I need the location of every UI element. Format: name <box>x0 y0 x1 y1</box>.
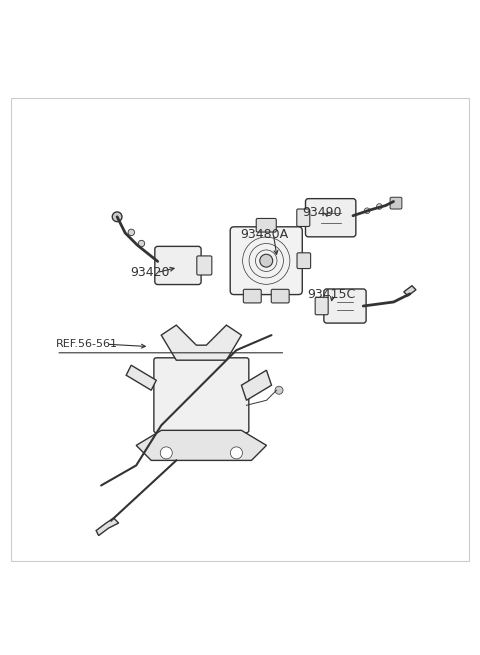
Polygon shape <box>126 365 156 390</box>
FancyBboxPatch shape <box>243 290 261 303</box>
Text: 93480A: 93480A <box>240 228 288 241</box>
FancyBboxPatch shape <box>256 219 276 232</box>
FancyBboxPatch shape <box>324 289 366 323</box>
FancyBboxPatch shape <box>155 246 201 284</box>
Polygon shape <box>241 370 272 400</box>
Text: 93420: 93420 <box>130 266 170 279</box>
FancyBboxPatch shape <box>305 198 356 237</box>
Text: REF.56-561: REF.56-561 <box>56 339 118 349</box>
Text: 93490: 93490 <box>302 206 342 219</box>
Circle shape <box>275 386 283 394</box>
Polygon shape <box>161 325 241 360</box>
FancyBboxPatch shape <box>297 253 311 269</box>
Polygon shape <box>96 518 119 536</box>
Circle shape <box>138 240 144 247</box>
FancyBboxPatch shape <box>315 297 328 315</box>
Circle shape <box>260 254 273 267</box>
Circle shape <box>160 447 172 459</box>
Polygon shape <box>404 286 416 296</box>
FancyBboxPatch shape <box>390 197 402 209</box>
Text: 93415C: 93415C <box>307 288 355 301</box>
FancyBboxPatch shape <box>230 227 302 295</box>
Circle shape <box>112 212 122 221</box>
Circle shape <box>376 204 382 210</box>
FancyBboxPatch shape <box>271 290 289 303</box>
FancyBboxPatch shape <box>154 358 249 433</box>
Circle shape <box>230 447 242 459</box>
FancyBboxPatch shape <box>197 256 212 275</box>
Polygon shape <box>136 430 266 460</box>
Circle shape <box>128 229 134 236</box>
Circle shape <box>364 208 370 214</box>
FancyBboxPatch shape <box>297 209 310 227</box>
